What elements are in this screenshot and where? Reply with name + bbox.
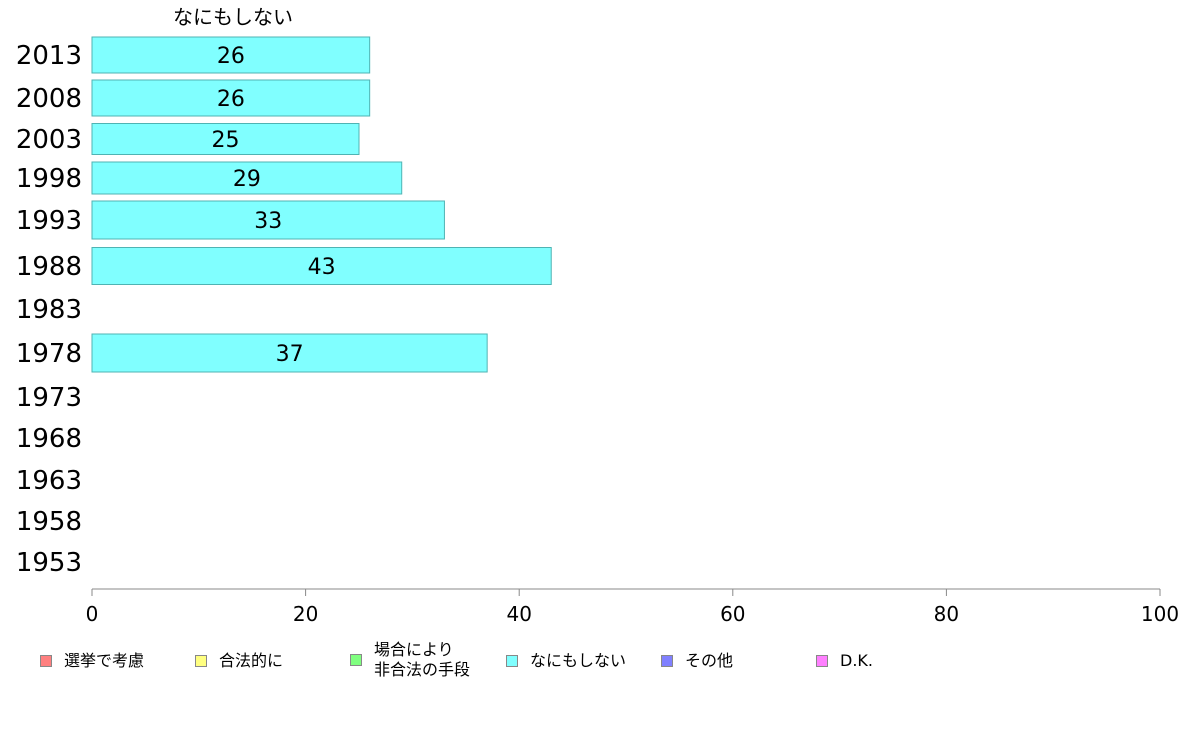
- legend-swatch: [506, 655, 518, 667]
- bar-value-label: 29: [233, 167, 261, 192]
- bar-value-label: 25: [212, 128, 240, 153]
- legend: 選挙で考慮 合法的に 場合により 非合法の手段 なにもしない その他 D.K.: [0, 640, 1188, 700]
- y-tick-label: 1993: [16, 206, 82, 236]
- bar: [91, 36, 371, 74]
- legend-label: 合法的に: [219, 651, 284, 670]
- legend-item-election: 選挙で考慮: [40, 651, 144, 671]
- bar-value-label: 26: [217, 87, 245, 112]
- y-tick-label: 2013: [16, 41, 82, 71]
- y-tick-label: 1958: [16, 507, 82, 537]
- chart-title: なにもしない: [173, 5, 293, 29]
- y-tick-label: 1973: [16, 383, 82, 413]
- bar-value-label: 37: [276, 342, 304, 367]
- legend-swatch: [816, 655, 828, 667]
- y-tick-label: 1953: [16, 548, 82, 578]
- x-tick-label: 100: [1141, 602, 1179, 626]
- bar: [91, 161, 403, 195]
- legend-item-dk: D.K.: [816, 651, 873, 671]
- bar-value-label: 26: [217, 44, 245, 69]
- legend-swatch: [40, 655, 52, 667]
- legend-swatch: [661, 655, 673, 667]
- bar-value-label: 43: [308, 255, 336, 280]
- legend-item-other: その他: [661, 651, 733, 671]
- x-tick-label: 0: [86, 602, 99, 626]
- bar: [91, 123, 360, 155]
- y-tick-label: 1968: [16, 424, 82, 454]
- y-tick-label: 1978: [16, 339, 82, 369]
- x-tick-label: 40: [506, 602, 531, 626]
- legend-item-legal: 合法的に: [195, 651, 283, 671]
- legend-label: その他: [685, 651, 734, 670]
- legend-label: D.K.: [840, 651, 873, 670]
- y-tick-label: 1963: [16, 466, 82, 496]
- y-tick-label: 2003: [16, 125, 82, 155]
- legend-label: 選挙で考慮: [64, 651, 145, 670]
- legend-swatch: [350, 654, 362, 666]
- x-tick-label: 20: [293, 602, 318, 626]
- y-tick-label: 1998: [16, 164, 82, 194]
- legend-item-illegal: 場合により 非合法の手段: [350, 640, 470, 680]
- legend-item-nothing: なにもしない: [506, 651, 626, 671]
- bar-chart: なにもしない 2013 26 2008 26 2003 25 1998 29 1993 33 198…: [16, 5, 1179, 626]
- bar: [91, 79, 371, 117]
- legend-swatch: [195, 655, 207, 667]
- x-tick-label: 60: [720, 602, 745, 626]
- legend-label: 場合により 非合法の手段: [374, 640, 471, 679]
- bar: [91, 200, 445, 240]
- bar: [91, 247, 552, 285]
- x-tick-label: 80: [934, 602, 959, 626]
- y-tick-label: 2008: [16, 84, 82, 114]
- y-tick-label: 1988: [16, 252, 82, 282]
- y-tick-label: 1983: [16, 295, 82, 325]
- bar: [91, 333, 488, 373]
- bar-value-label: 33: [254, 209, 282, 234]
- legend-label: なにもしない: [530, 651, 627, 670]
